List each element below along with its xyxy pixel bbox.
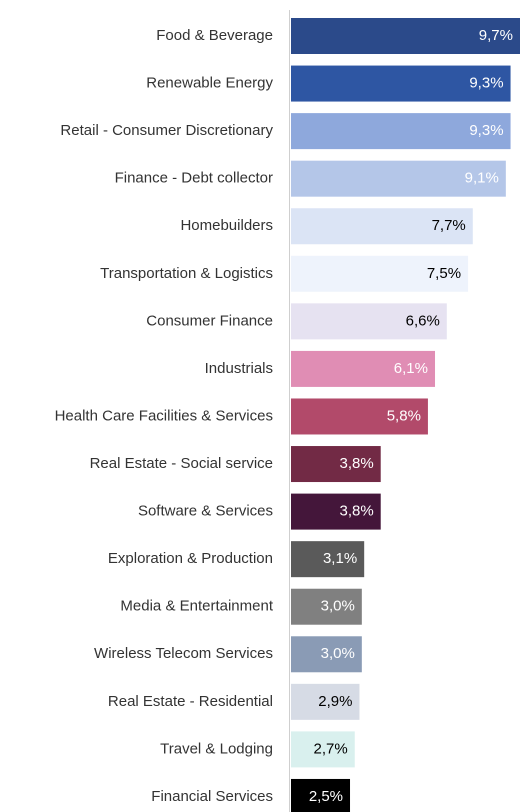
bar [291,208,473,245]
bar [291,778,351,812]
bar [291,65,511,102]
bar [291,731,355,768]
value-label: 5,8% [387,407,421,424]
value-label: 3,8% [340,503,374,520]
bar [291,636,362,673]
category-label: Software & Services [138,503,273,520]
bar [291,350,436,387]
value-label: 7,7% [432,217,466,234]
bar [291,541,365,578]
bar [291,446,381,483]
category-label: Real Estate - Social service [90,455,273,472]
category-label: Real Estate - Residential [108,693,273,710]
value-label: 7,5% [427,265,461,282]
bar [291,255,469,292]
category-label: Health Care Facilities & Services [55,407,273,424]
bar [291,588,362,625]
value-label: 3,0% [321,598,355,615]
bar [291,683,360,720]
value-label: 3,0% [321,645,355,662]
category-label: Food & Beverage [156,27,273,44]
category-label: Travel & Lodging [160,740,273,757]
category-label: Homebuilders [180,217,273,234]
value-label: 2,7% [314,740,348,757]
bar [291,493,381,530]
category-label: Finance - Debt collector [115,170,273,187]
bar [291,113,511,150]
category-label: Exploration & Production [108,550,273,567]
category-label: Renewable Energy [146,75,273,92]
category-label: Media & Entertainment [120,598,273,615]
bar [291,18,520,54]
bar [291,303,447,340]
bar [291,160,506,197]
value-label: 9,3% [469,122,503,139]
value-label: 9,1% [465,170,499,187]
value-label: 6,1% [394,360,428,377]
category-label: Financial Services [151,788,273,805]
bar [291,398,428,435]
value-label: 2,5% [309,788,343,805]
value-label: 6,6% [406,312,440,329]
value-label: 3,8% [340,455,374,472]
value-label: 3,1% [323,550,357,567]
category-label: Wireless Telecom Services [94,645,273,662]
category-label: Retail - Consumer Discretionary [60,122,273,139]
category-label: Transportation & Logistics [100,265,273,282]
category-label: Consumer Finance [146,312,273,329]
category-label: Industrials [205,360,273,377]
value-label: 9,3% [469,75,503,92]
value-label: 9,7% [479,27,513,44]
value-label: 2,9% [318,693,352,710]
